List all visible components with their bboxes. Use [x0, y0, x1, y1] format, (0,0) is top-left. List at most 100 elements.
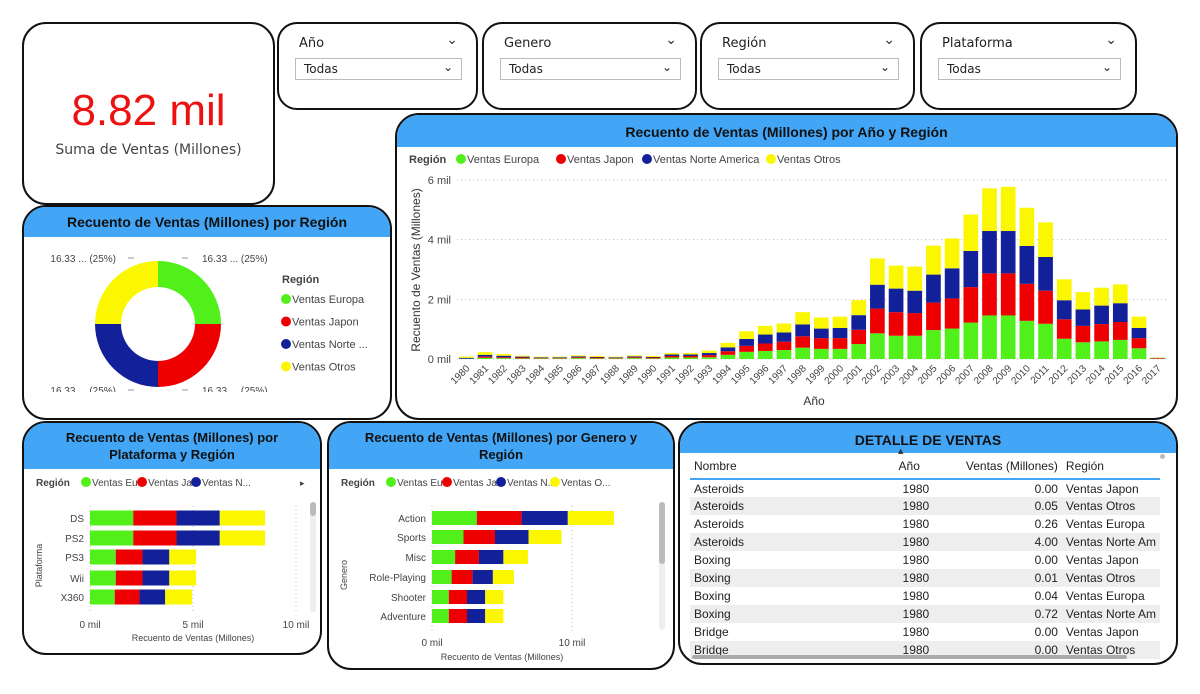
bar-segment[interactable] [1038, 222, 1053, 257]
bar-segment[interactable] [432, 590, 449, 604]
bar-segment[interactable] [169, 570, 197, 586]
bar-segment[interactable] [608, 357, 624, 359]
bar-segment[interactable] [176, 510, 220, 526]
bar-segment[interactable] [477, 357, 493, 359]
bar-segment[interactable] [870, 258, 885, 285]
bar-segment[interactable] [814, 348, 829, 359]
vertical-scrollbar[interactable] [310, 502, 316, 612]
bar-segment[interactable] [963, 214, 979, 252]
bar-segment[interactable] [926, 302, 941, 331]
column-header[interactable]: Nombre [694, 458, 737, 473]
bar-segment[interactable] [664, 356, 680, 358]
bar-segment[interactable] [467, 609, 486, 623]
bar-segment[interactable] [1038, 323, 1053, 359]
bar-segment[interactable] [776, 332, 792, 342]
chevron-down-icon[interactable]: ⌄ [883, 32, 895, 48]
bar-segment[interactable] [463, 530, 496, 544]
bar-segment[interactable] [683, 357, 698, 359]
vertical-scrollbar[interactable] [1160, 454, 1165, 459]
bar-segment[interactable] [219, 510, 266, 526]
slicer-dropdown[interactable]: Todas ⌄ [718, 58, 899, 80]
bar-segment[interactable] [552, 358, 568, 359]
bar-segment[interactable] [888, 335, 904, 359]
bar-segment[interactable] [757, 343, 773, 351]
bar-segment[interactable] [571, 357, 586, 359]
bar-segment[interactable] [90, 570, 116, 586]
donut-slice[interactable] [95, 261, 158, 324]
table-row[interactable]: Asteroids 1980 0.00 Ventas Japon [690, 479, 1160, 497]
bar-segment[interactable] [1075, 325, 1091, 343]
bar-segment[interactable] [795, 347, 810, 359]
bar-segment[interactable] [720, 354, 736, 359]
bar-segment[interactable] [432, 570, 452, 584]
chevron-down-icon[interactable]: ⌄ [446, 32, 458, 48]
bar-segment[interactable] [496, 355, 512, 358]
bar-segment[interactable] [115, 570, 143, 586]
scrollbar-thumb[interactable] [310, 502, 316, 516]
bar-segment[interactable] [1056, 300, 1072, 320]
bar-segment[interactable] [496, 358, 512, 359]
bar-segment[interactable] [165, 589, 192, 605]
slicer-1[interactable]: Genero ⌄ Todas ⌄ [482, 22, 697, 110]
bar-segment[interactable] [432, 530, 464, 544]
table-row[interactable]: Asteroids 1980 4.00 Ventas Norte Am [690, 533, 1160, 551]
bar-segment[interactable] [907, 335, 923, 359]
bar-segment[interactable] [739, 351, 754, 359]
bar-segment[interactable] [832, 348, 848, 359]
bar-segment[interactable] [432, 511, 477, 525]
bar-segment[interactable] [1075, 309, 1091, 326]
bar-segment[interactable] [1112, 339, 1128, 359]
bar-segment[interactable] [515, 357, 530, 359]
bar-segment[interactable] [589, 357, 605, 359]
horizontal-scrollbar[interactable] [692, 655, 1127, 659]
bar-segment[interactable] [133, 530, 177, 546]
bar-segment[interactable] [521, 511, 568, 525]
bar-segment[interactable] [851, 300, 867, 316]
bar-segment[interactable] [90, 510, 134, 526]
bar-segment[interactable] [757, 325, 773, 335]
bar-segment[interactable] [907, 290, 923, 314]
bar-segment[interactable] [1094, 341, 1109, 359]
donut-slice[interactable] [158, 261, 221, 324]
bar-segment[interactable] [814, 328, 829, 339]
table-row[interactable]: Boxing 1980 0.00 Ventas Japon [690, 551, 1160, 569]
column-header[interactable]: Ventas (Millones) [965, 458, 1058, 473]
bar-segment[interactable] [795, 336, 810, 348]
bar-segment[interactable] [589, 358, 605, 359]
bar-segment[interactable] [1150, 358, 1165, 359]
bar-segment[interactable] [1000, 315, 1016, 359]
bar-segment[interactable] [608, 358, 624, 359]
donut-slice[interactable] [95, 324, 158, 387]
bar-segment[interactable] [477, 356, 493, 358]
bar-segment[interactable] [1131, 327, 1147, 339]
bar-segment[interactable] [944, 238, 960, 269]
donut-slice[interactable] [158, 324, 221, 387]
bar-segment[interactable] [459, 356, 474, 358]
bar-segment[interactable] [1056, 338, 1072, 359]
bar-segment[interactable] [1019, 283, 1035, 321]
bar-segment[interactable] [552, 357, 568, 358]
bar-segment[interactable] [492, 570, 514, 584]
bar-segment[interactable] [1038, 290, 1053, 324]
bar-segment[interactable] [926, 274, 941, 303]
bar-segment[interactable] [926, 245, 941, 275]
bar-segment[interactable] [477, 352, 493, 355]
bar-segment[interactable] [533, 357, 549, 359]
bar-segment[interactable] [720, 342, 736, 348]
bar-segment[interactable] [589, 356, 605, 358]
bar-segment[interactable] [1094, 287, 1109, 306]
scrollbar-thumb[interactable] [659, 502, 665, 564]
bar-segment[interactable] [701, 355, 717, 358]
bar-segment[interactable] [757, 334, 773, 344]
bar-segment[interactable] [851, 315, 867, 330]
bar-segment[interactable] [776, 341, 792, 351]
bar-segment[interactable] [533, 357, 549, 358]
bar-segment[interactable] [1019, 320, 1035, 359]
bar-segment[interactable] [832, 327, 848, 339]
bar-segment[interactable] [1112, 284, 1128, 304]
bar-segment[interactable] [963, 251, 979, 288]
bar-segment[interactable] [139, 589, 166, 605]
bar-segment[interactable] [432, 609, 449, 623]
bar-segment[interactable] [851, 344, 867, 359]
bar-segment[interactable] [944, 298, 960, 329]
